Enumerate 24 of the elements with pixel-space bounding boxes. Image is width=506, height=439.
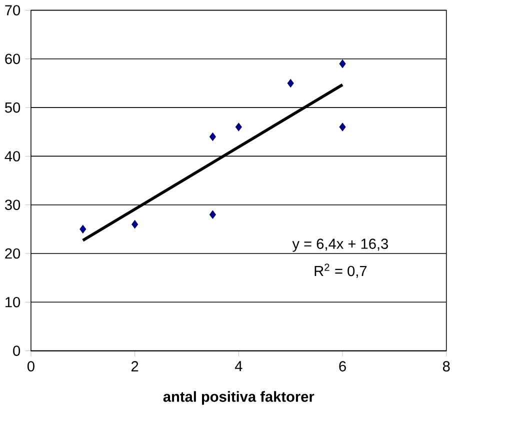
point	[80, 224, 86, 234]
y-tick-label: 50	[5, 102, 20, 113]
point	[339, 122, 346, 132]
point	[287, 78, 294, 88]
point	[132, 220, 138, 228]
y-tick-label: 70	[5, 4, 20, 16]
y-tick-label: 30	[4, 200, 20, 210]
x-tick-label: 2	[131, 361, 138, 372]
y-tick-label: 10	[6, 296, 20, 308]
y-tick-label: 0	[13, 346, 20, 356]
point	[209, 132, 216, 141]
x-tick-label: 4	[234, 361, 242, 372]
x-tick-label: 8	[442, 361, 450, 372]
y-tick-label: 40	[4, 150, 20, 162]
point	[209, 210, 216, 219]
y-tick-label: 20	[5, 248, 20, 259]
annotation: R$^{2}$ = 0,7	[314, 264, 367, 278]
annotation: y = 6,4x + 16,3	[292, 238, 388, 252]
point	[339, 59, 346, 68]
x-axis-title: antal positiva faktorer	[163, 391, 314, 405]
y-tick-label: 60	[5, 54, 20, 64]
x-tick-label: 0	[27, 361, 34, 372]
x-tick-label: 6	[339, 361, 346, 372]
point	[235, 122, 242, 132]
